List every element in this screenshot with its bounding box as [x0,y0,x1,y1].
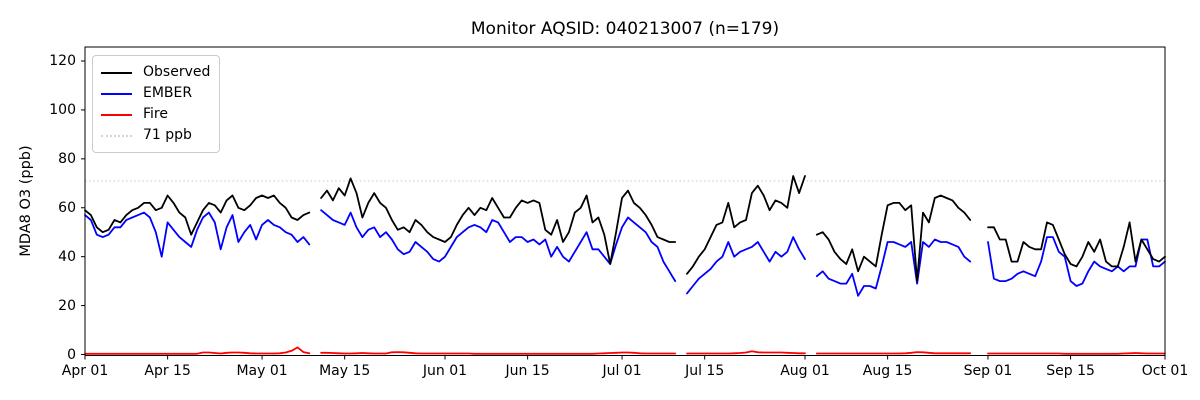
legend: Observed EMBER Fire 71 ppb [92,55,220,153]
legend-item-threshold: 71 ppb [101,125,209,146]
legend-label: EMBER [143,85,193,101]
fire-line-sample-icon [101,113,132,116]
x-tick-label: May 15 [319,362,371,379]
legend-label: Observed [143,64,211,80]
x-tick-label: Oct 01 [1141,362,1189,379]
x-tick-label: Sep 01 [963,362,1013,379]
x-tick-label: Jul 15 [685,362,725,379]
y-tick-label: 20 [58,297,76,314]
y-tick-label: 60 [58,199,76,216]
x-tick-label: Jun 15 [505,362,550,379]
y-axis-label: MDA8 O3 (ppb) [18,145,34,257]
legend-item-fire: Fire [101,104,209,125]
x-tick-label: Apr 15 [144,362,191,379]
y-tick-label: 0 [67,346,76,363]
y-tick-label: 40 [58,248,76,265]
y-tick-label: 120 [49,53,76,69]
threshold-line-sample-icon [101,134,132,137]
y-tick-label: 100 [49,101,76,118]
ember-line-sample-icon [101,92,132,95]
legend-label: Fire [143,106,168,122]
x-tick-label: May 01 [236,362,288,379]
legend-label: 71 ppb [143,127,192,143]
x-tick-label: Jul 01 [602,362,642,379]
chart-title: Monitor AQSID: 040213007 (n=179) [470,19,780,39]
x-tick-label: Aug 15 [862,362,913,379]
observed-line-sample-icon [101,71,132,74]
x-tick-label: Jun 01 [422,362,468,379]
x-tick-label: Sep 15 [1046,362,1095,379]
legend-item-observed: Observed [101,62,211,83]
y-tick-label: 80 [58,150,76,167]
legend-item-ember: EMBER [101,83,209,104]
x-tick-label: Aug 01 [780,362,830,379]
x-tick-label: Apr 01 [61,362,109,379]
